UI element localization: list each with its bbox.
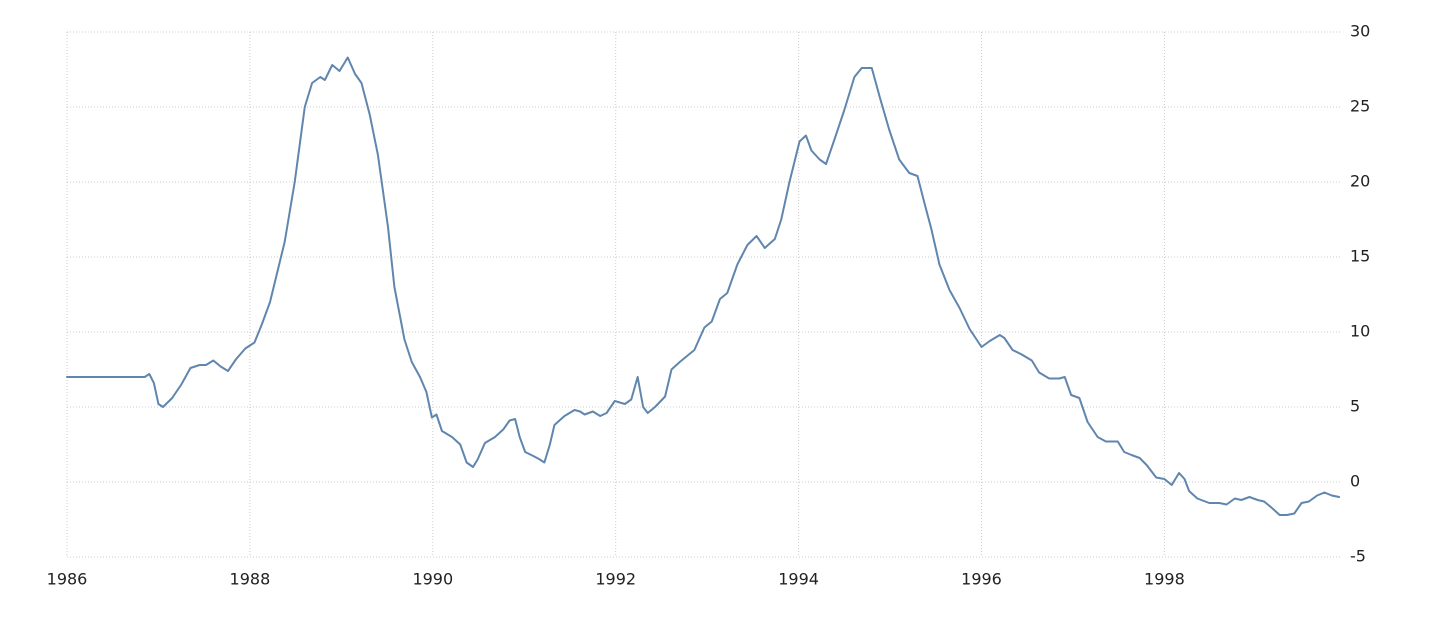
x-tick-label: 1998 (1144, 570, 1185, 589)
x-tick-label: 1992 (595, 570, 636, 589)
y-tick-label: 0 (1350, 472, 1360, 491)
data-line (66, 56, 1341, 516)
y-tick-label: 30 (1350, 22, 1370, 41)
y-tick-label: -5 (1350, 547, 1366, 566)
x-tick-label: 1996 (961, 570, 1002, 589)
x-tick-label: 1986 (47, 570, 88, 589)
x-tick-label: 1990 (412, 570, 453, 589)
x-tick-label: 1994 (778, 570, 819, 589)
x-tick-label: 1988 (230, 570, 271, 589)
y-tick-label: 10 (1350, 322, 1370, 341)
y-tick-label: 15 (1350, 247, 1370, 266)
y-tick-label: 25 (1350, 97, 1370, 116)
y-tick-label: 5 (1350, 397, 1360, 416)
y-tick-label: 20 (1350, 172, 1370, 191)
